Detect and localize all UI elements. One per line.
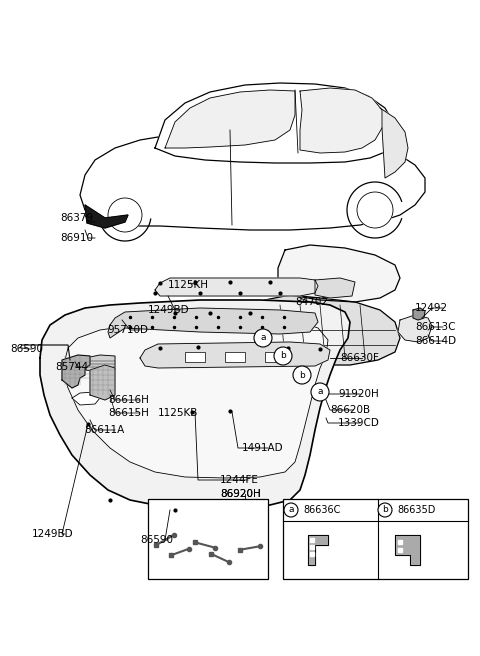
Bar (148, 499, 268, 579)
Polygon shape (108, 308, 318, 338)
Circle shape (274, 347, 292, 365)
Text: 86615H: 86615H (108, 408, 149, 418)
Text: 86636C: 86636C (303, 505, 340, 515)
Circle shape (311, 383, 329, 401)
Text: b: b (382, 506, 388, 514)
Text: 1249BD: 1249BD (148, 305, 190, 315)
Polygon shape (40, 300, 350, 508)
Text: 86920H: 86920H (220, 489, 261, 499)
Text: 86613C: 86613C (415, 322, 456, 332)
Circle shape (284, 503, 298, 517)
Polygon shape (90, 365, 115, 400)
Text: 1339CD: 1339CD (338, 418, 380, 428)
Polygon shape (380, 108, 408, 178)
Text: 86590: 86590 (140, 535, 173, 545)
Polygon shape (155, 83, 393, 163)
Circle shape (293, 366, 311, 384)
Polygon shape (155, 278, 318, 296)
Polygon shape (85, 205, 128, 228)
Text: 1249BD: 1249BD (32, 529, 73, 539)
Bar (225, 352, 245, 362)
Polygon shape (165, 90, 295, 148)
Polygon shape (278, 245, 400, 302)
Polygon shape (140, 342, 330, 368)
Text: a: a (288, 506, 294, 514)
Polygon shape (72, 392, 100, 405)
Text: a: a (260, 333, 266, 342)
Text: 86614D: 86614D (415, 336, 456, 346)
Text: 86616H: 86616H (108, 395, 149, 405)
Bar (283, 499, 468, 579)
Polygon shape (395, 535, 420, 565)
Circle shape (378, 503, 392, 517)
Polygon shape (63, 320, 328, 478)
Polygon shape (260, 295, 400, 365)
Text: 86635D: 86635D (397, 505, 435, 515)
Text: 1491AD: 1491AD (242, 443, 284, 453)
Text: b: b (280, 352, 286, 361)
Text: 84702: 84702 (295, 297, 328, 307)
Polygon shape (300, 88, 382, 153)
Polygon shape (398, 315, 432, 342)
Text: 86379: 86379 (60, 213, 93, 223)
Polygon shape (413, 308, 425, 320)
Polygon shape (85, 355, 115, 372)
Text: 86920H: 86920H (220, 489, 261, 499)
Text: 86630F: 86630F (340, 353, 379, 363)
Bar (265, 352, 285, 362)
Text: 86620B: 86620B (330, 405, 370, 415)
Polygon shape (62, 355, 90, 388)
Polygon shape (315, 278, 355, 298)
Text: 1244FE: 1244FE (220, 475, 259, 485)
Text: 86910: 86910 (60, 233, 93, 243)
Text: 86590: 86590 (10, 344, 43, 354)
Text: 85744: 85744 (55, 362, 88, 372)
Text: 1125KB: 1125KB (158, 408, 198, 418)
Text: 86611A: 86611A (84, 425, 124, 435)
Text: 95710D: 95710D (107, 325, 148, 335)
Circle shape (357, 192, 393, 228)
Text: 12492: 12492 (415, 303, 448, 313)
Text: b: b (299, 371, 305, 380)
Circle shape (108, 198, 142, 232)
Polygon shape (308, 535, 328, 565)
Text: 1125KH: 1125KH (168, 280, 209, 290)
Bar (185, 352, 205, 362)
Text: a: a (317, 388, 323, 396)
Text: 91920H: 91920H (338, 389, 379, 399)
Circle shape (254, 329, 272, 347)
